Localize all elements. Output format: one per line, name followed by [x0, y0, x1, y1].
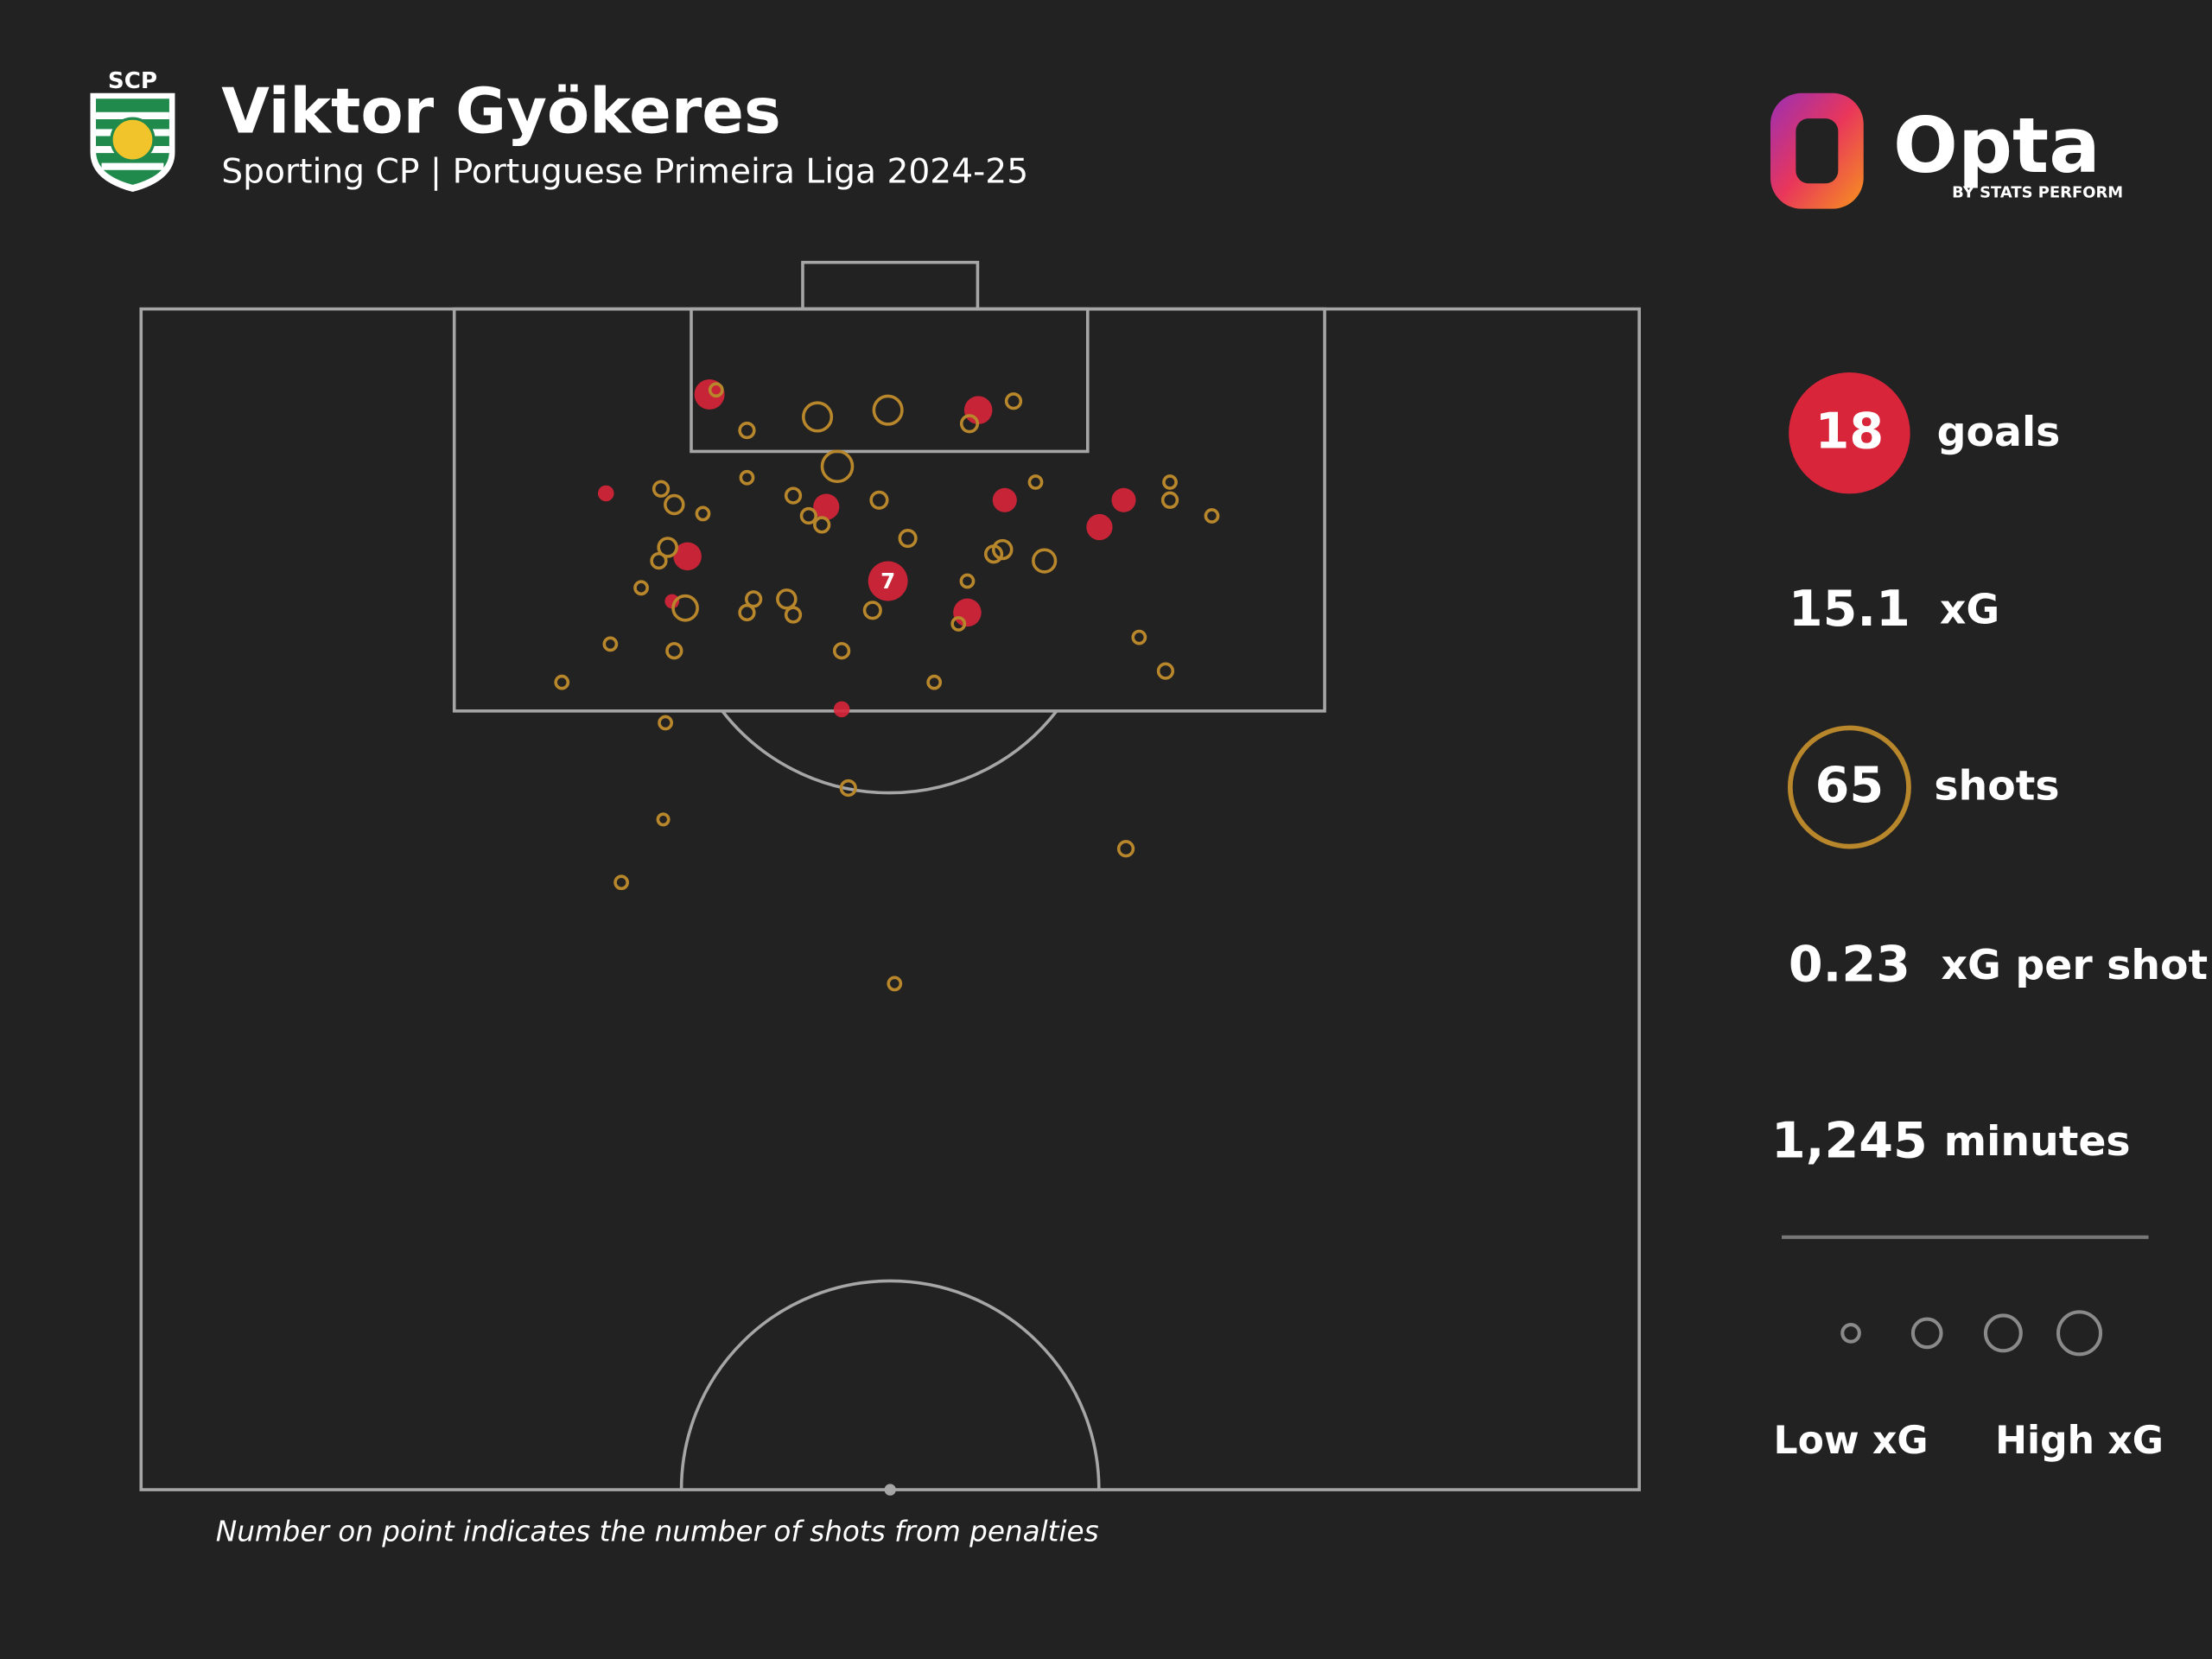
shot	[633, 580, 649, 596]
goal	[664, 594, 680, 609]
shot	[898, 528, 918, 549]
shot	[926, 674, 943, 690]
shot	[992, 538, 1014, 561]
shot	[1162, 474, 1178, 490]
shot	[656, 812, 671, 827]
crest-text: SCP	[108, 68, 157, 94]
stat-value: 0.23	[1789, 937, 1910, 994]
stat-label: goals	[1937, 409, 2061, 456]
goal	[597, 485, 614, 502]
shot	[959, 414, 980, 434]
stat-value: 18	[1815, 403, 1884, 460]
shot	[801, 401, 834, 433]
shots-badge	[1787, 725, 1911, 849]
shot	[1032, 548, 1058, 574]
shot	[695, 505, 711, 522]
shot	[950, 616, 967, 632]
shot	[738, 603, 756, 622]
stat-value: 15.1	[1789, 581, 1910, 638]
goals-badge	[1789, 372, 1910, 494]
crest: SCP	[90, 68, 175, 193]
footnote: Number on point indicates the number of …	[216, 1516, 1099, 1548]
legend-high: High xG	[1995, 1419, 2164, 1463]
shot	[784, 486, 803, 505]
shots-layer: 7	[554, 378, 1220, 992]
shot	[839, 779, 857, 798]
logo-text: Opta	[1893, 101, 2101, 190]
size-legend	[1840, 1310, 2103, 1357]
shot	[869, 490, 889, 510]
stat-value: 1,245	[1771, 1113, 1928, 1170]
legend-low: Low xG	[1774, 1419, 1929, 1463]
stat-label: xG per shot	[1942, 942, 2209, 989]
shot	[658, 715, 674, 731]
goal	[992, 487, 1017, 512]
goal	[673, 542, 702, 571]
penalty-count: 7	[880, 569, 895, 594]
goal	[868, 561, 908, 601]
shot	[776, 588, 798, 610]
goal	[953, 598, 982, 627]
opta-logo: Opta BY STATS PERFORM	[1770, 92, 2123, 209]
subtitle: Sporting CP | Portuguese Primeira Liga 2…	[221, 152, 1028, 191]
shot	[613, 874, 630, 891]
shot	[602, 636, 619, 652]
goal	[813, 493, 840, 520]
stat-value: 65	[1815, 757, 1884, 814]
shot	[671, 594, 699, 622]
shot	[1160, 491, 1179, 509]
shot	[652, 480, 671, 498]
shot	[1156, 662, 1175, 680]
title: Viktor Gyökeres	[221, 74, 780, 147]
shot	[813, 516, 831, 534]
shot	[744, 590, 763, 608]
shot	[657, 537, 678, 558]
stat-label: xG	[1940, 587, 1999, 634]
goal	[694, 378, 725, 410]
shot	[887, 976, 903, 992]
shot	[650, 551, 668, 570]
shot	[739, 469, 755, 486]
goal	[1111, 487, 1136, 512]
shot	[554, 674, 570, 690]
goal	[833, 701, 850, 718]
shot	[784, 606, 803, 624]
shot	[1204, 508, 1220, 524]
shot	[1027, 474, 1044, 490]
shot	[832, 642, 851, 660]
pitch	[139, 260, 1641, 1496]
shot	[959, 573, 976, 589]
shot	[665, 642, 683, 660]
shot	[799, 506, 817, 525]
shot	[862, 601, 882, 620]
stat-label: minutes	[1944, 1118, 2131, 1166]
stat-label: shots	[1934, 763, 2059, 810]
shot	[708, 382, 724, 398]
shot	[738, 421, 756, 440]
goal	[1086, 513, 1113, 541]
shot	[664, 493, 685, 516]
shot	[820, 449, 855, 484]
logo-subtext: BY STATS PERFORM	[1952, 184, 2123, 202]
shot	[872, 394, 904, 426]
shot	[1131, 629, 1147, 645]
shot	[1004, 392, 1023, 410]
shot	[1116, 840, 1135, 858]
